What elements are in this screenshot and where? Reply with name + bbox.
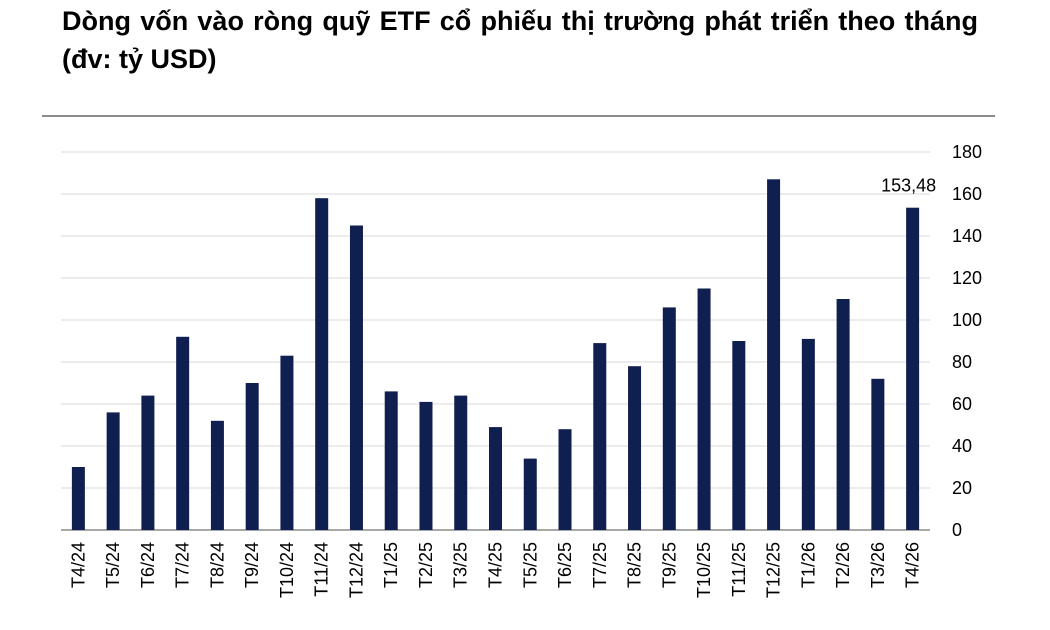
bar (419, 401, 433, 530)
y-tick-label: 100 (952, 310, 982, 330)
x-category-label: T11/24 (312, 542, 332, 597)
bar (210, 420, 224, 530)
bar (384, 391, 398, 530)
data-labels: 153,48 (881, 176, 936, 196)
bar (662, 307, 676, 530)
title-divider (42, 115, 995, 117)
x-category-label: T3/26 (868, 542, 888, 588)
x-category-label: T10/24 (277, 542, 297, 598)
bar (106, 412, 120, 530)
chart-title: Dòng vốn vào ròng quỹ ETF cổ phiếu thị t… (62, 6, 978, 74)
bar (836, 299, 850, 530)
y-tick-label: 120 (952, 268, 982, 288)
x-category-label: T8/25 (625, 542, 645, 588)
x-category-label: T11/25 (729, 542, 749, 597)
x-category-label: T8/24 (207, 542, 227, 588)
gridlines (61, 151, 930, 531)
x-category-label: T7/24 (173, 542, 193, 588)
y-tick-label: 180 (952, 142, 982, 162)
bar (454, 395, 468, 530)
x-category-label: T6/25 (555, 542, 575, 588)
bar (593, 343, 607, 530)
y-tick-label: 0 (952, 520, 962, 540)
x-category-label: T4/24 (68, 542, 88, 588)
bar (315, 198, 329, 530)
x-category-label: T5/25 (520, 542, 540, 588)
x-category-label: T3/25 (451, 542, 471, 588)
bar (245, 383, 259, 530)
bars (71, 179, 920, 531)
bar (523, 458, 537, 530)
bar (906, 207, 920, 530)
x-category-label: T7/25 (590, 542, 610, 588)
y-tick-label: 60 (952, 394, 972, 414)
x-category-label: T9/24 (242, 542, 262, 588)
y-tick-label: 140 (952, 226, 982, 246)
bar (489, 427, 502, 530)
x-axis-categories: T4/24 T5/24 T6/24 T7/24 T8/24 T9/24 T10/24 T11/… (68, 542, 922, 598)
bar (280, 355, 294, 530)
x-category-label: T12/24 (346, 542, 366, 598)
x-category-label: T2/25 (416, 542, 436, 588)
y-tick-label: 40 (952, 436, 972, 456)
bar (628, 366, 642, 530)
bar (732, 341, 746, 530)
bar (71, 467, 85, 530)
x-category-label: T1/26 (798, 542, 818, 588)
y-tick-label: 20 (952, 478, 972, 498)
bar (697, 288, 711, 530)
x-category-label: T2/26 (833, 542, 853, 588)
x-category-label: T10/25 (694, 542, 714, 598)
y-tick-label: 80 (952, 352, 972, 372)
bar (141, 395, 155, 530)
bar (349, 225, 363, 530)
x-category-label: T5/24 (103, 542, 123, 588)
x-category-label: T4/25 (486, 542, 506, 588)
bar (767, 179, 781, 531)
x-category-label: T1/25 (381, 542, 401, 588)
bar (801, 338, 815, 530)
x-category-label: T4/26 (903, 542, 923, 588)
y-axis-ticks: 0 20 40 60 80 100 120 140 160 180 (952, 142, 982, 540)
x-category-label: T9/25 (659, 542, 679, 588)
bar (871, 378, 885, 530)
y-tick-label: 160 (952, 184, 982, 204)
x-category-label: T6/24 (138, 542, 158, 588)
bar (176, 336, 190, 530)
data-label: 153,48 (881, 176, 936, 196)
x-category-label: T12/25 (764, 542, 784, 598)
bar (558, 429, 572, 530)
